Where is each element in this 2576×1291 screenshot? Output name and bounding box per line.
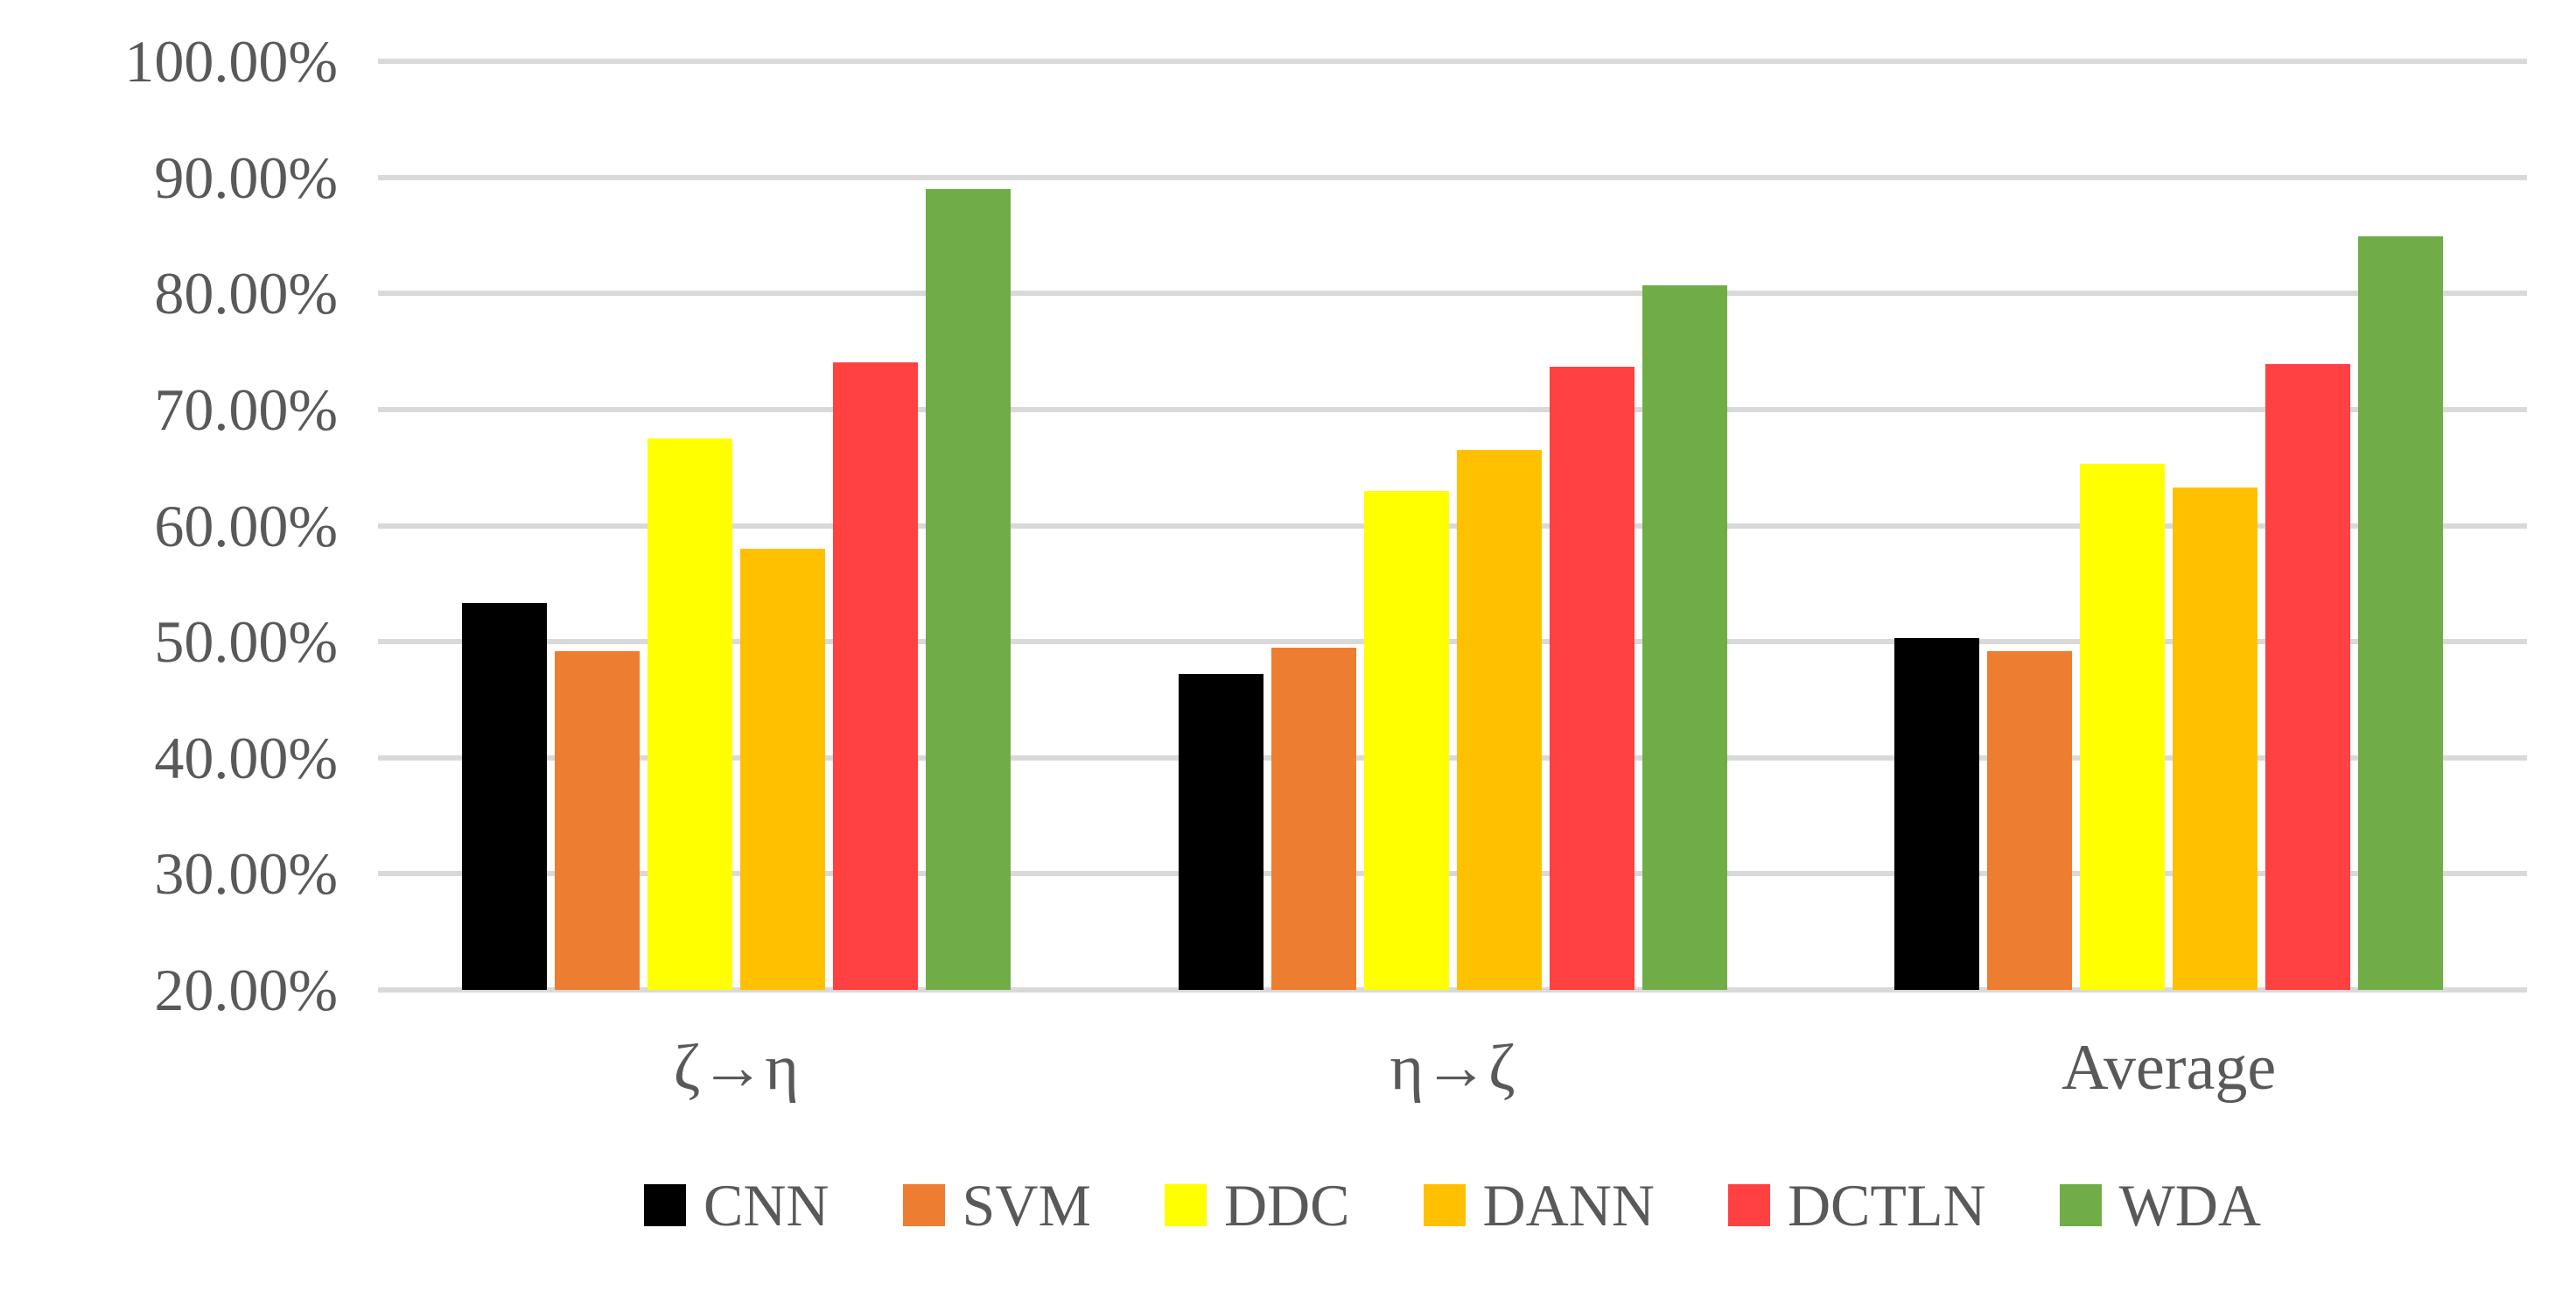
legend-swatch-icon	[1423, 1184, 1466, 1226]
legend-item-wda: WDA	[2059, 1171, 2262, 1240]
legend-swatch-icon	[902, 1184, 945, 1226]
legend-label: DDC	[1223, 1171, 1350, 1238]
bar-svm-1	[554, 650, 640, 990]
legend-label: DCTLN	[1787, 1171, 1986, 1238]
y-tick-label: 40.00%	[154, 724, 338, 791]
legend-item-ddc: DDC	[1164, 1171, 1350, 1240]
bar-wda-1	[925, 188, 1011, 990]
legend-swatch-icon	[2059, 1184, 2102, 1226]
y-tick-label: 80.00%	[154, 260, 338, 327]
legend-label: WDA	[2118, 1171, 2262, 1238]
gridline-40	[378, 754, 2527, 761]
plot-area	[378, 59, 2527, 993]
legend-swatch-icon	[643, 1184, 686, 1226]
gridline-80	[378, 291, 2527, 297]
bar-dctln-3	[2265, 364, 2351, 990]
bar-cnn-1	[461, 603, 547, 990]
bar-ddc-1	[647, 439, 732, 990]
bar-svm-2	[1270, 647, 1356, 990]
legend-swatch-icon	[1727, 1184, 1770, 1226]
gridline-70	[378, 406, 2527, 412]
gridline-90	[378, 174, 2527, 180]
bar-wda-3	[2358, 236, 2444, 990]
bar-dann-1	[739, 549, 825, 990]
bar-dann-3	[2173, 487, 2258, 990]
gridline-60	[378, 523, 2527, 529]
gridline-100	[378, 59, 2527, 64]
legend-item-svm: SVM	[902, 1171, 1091, 1240]
bar-ddc-2	[1363, 490, 1449, 990]
legend: CNN SVM DDC DANN DCTLN WDA	[378, 1166, 2527, 1245]
legend-label: SVM	[962, 1171, 1091, 1238]
legend-swatch-icon	[1164, 1184, 1207, 1226]
legend-label: DANN	[1482, 1171, 1655, 1238]
y-tick-label: 30.00%	[154, 840, 338, 908]
bar-svm-3	[1987, 650, 2073, 990]
y-tick-label: 50.00%	[154, 608, 338, 676]
x-category-label-3: Average	[2062, 1032, 2277, 1104]
gridline-20	[378, 987, 2527, 993]
legend-item-dctln: DCTLN	[1727, 1171, 1986, 1240]
bar-cnn-3	[1894, 638, 1980, 990]
y-tick-label: 90.00%	[154, 144, 338, 211]
legend-item-dann: DANN	[1423, 1171, 1655, 1240]
x-category-label-1: ζ→η	[673, 1032, 799, 1104]
legend-item-cnn: CNN	[643, 1171, 830, 1240]
bar-dann-2	[1456, 450, 1542, 990]
x-category-label-2: η→ζ	[1390, 1032, 1516, 1104]
bar-dctln-2	[1549, 366, 1634, 990]
y-tick-label: 60.00%	[154, 492, 338, 559]
y-tick-label: 100.00%	[124, 28, 338, 95]
legend-label: CNN	[703, 1171, 830, 1238]
gridline-50	[378, 639, 2527, 645]
y-tick-label: 70.00%	[154, 375, 338, 443]
bar-wda-2	[1642, 284, 1727, 990]
bar-dctln-1	[832, 361, 918, 990]
bar-cnn-2	[1178, 674, 1264, 990]
y-tick-label: 20.00%	[154, 957, 338, 1023]
bar-ddc-3	[2080, 464, 2166, 990]
gridline-30	[378, 871, 2527, 877]
